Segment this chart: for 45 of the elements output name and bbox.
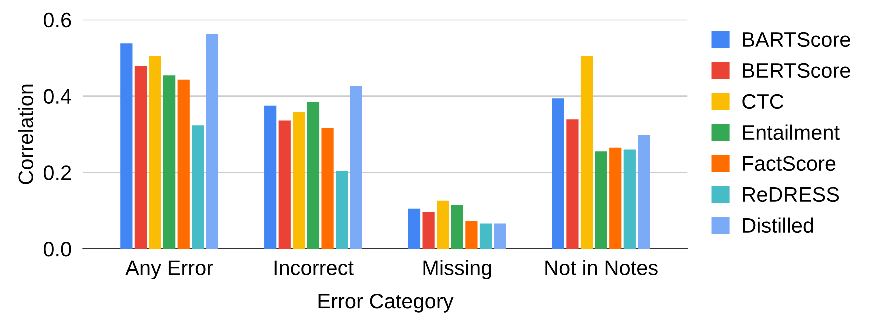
bar: [566, 120, 579, 249]
bar: [206, 34, 219, 249]
legend-label: Entailment: [743, 124, 840, 140]
x-axis-title: Error Category: [318, 294, 454, 313]
bar: [595, 152, 608, 249]
bar: [293, 112, 306, 249]
y-tick-label: 0.0: [44, 242, 72, 257]
bar: [264, 106, 277, 249]
bar: [149, 56, 162, 249]
legend-label: Distilled: [743, 218, 814, 234]
bar: [451, 205, 464, 249]
bar: [192, 126, 204, 249]
bar: [437, 200, 450, 249]
bar: [610, 148, 622, 249]
legend-label: FactScore: [743, 156, 836, 172]
legend-label: CTC: [742, 94, 784, 110]
bar: [164, 76, 176, 249]
bar: [480, 224, 492, 249]
bar: [120, 44, 133, 249]
y-tick-label: 0.4: [44, 89, 72, 104]
x-tick-label: Missing: [424, 260, 492, 280]
bar: [350, 86, 362, 249]
y-tick-label: 0.6: [44, 12, 72, 28]
bar: [278, 120, 291, 249]
y-tick-label: 0.2: [44, 166, 72, 180]
legend-label: ReDRESS: [743, 187, 840, 202]
legend-label: BARTScore: [743, 32, 850, 48]
bar: [336, 171, 348, 249]
bar: [638, 135, 650, 249]
bar: [307, 102, 320, 249]
x-tick-label: Incorrect: [274, 260, 354, 276]
bar: [322, 128, 334, 249]
x-tick-label: Not in Notes: [546, 260, 658, 276]
bar: [580, 56, 594, 249]
bar: [422, 212, 435, 249]
bar: [178, 80, 190, 249]
bar: [134, 66, 148, 249]
legend-label: BERTScore: [743, 63, 850, 78]
bar: [466, 222, 478, 249]
bar: [624, 150, 636, 249]
bar: [494, 224, 506, 249]
x-tick-label: Any Error: [126, 260, 214, 280]
bar: [408, 208, 421, 249]
y-axis-title: Correlation: [18, 84, 34, 184]
bar: [552, 98, 564, 249]
